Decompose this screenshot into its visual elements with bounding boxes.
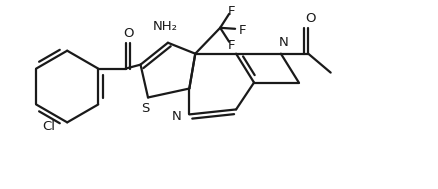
Text: Cl: Cl [42,120,55,133]
Text: NH₂: NH₂ [153,20,178,33]
Text: F: F [227,39,235,52]
Text: O: O [306,12,316,25]
Text: N: N [279,36,288,49]
Text: N: N [172,110,182,123]
Text: F: F [239,24,246,37]
Text: F: F [227,5,235,18]
Text: S: S [141,102,150,115]
Text: O: O [123,27,133,40]
